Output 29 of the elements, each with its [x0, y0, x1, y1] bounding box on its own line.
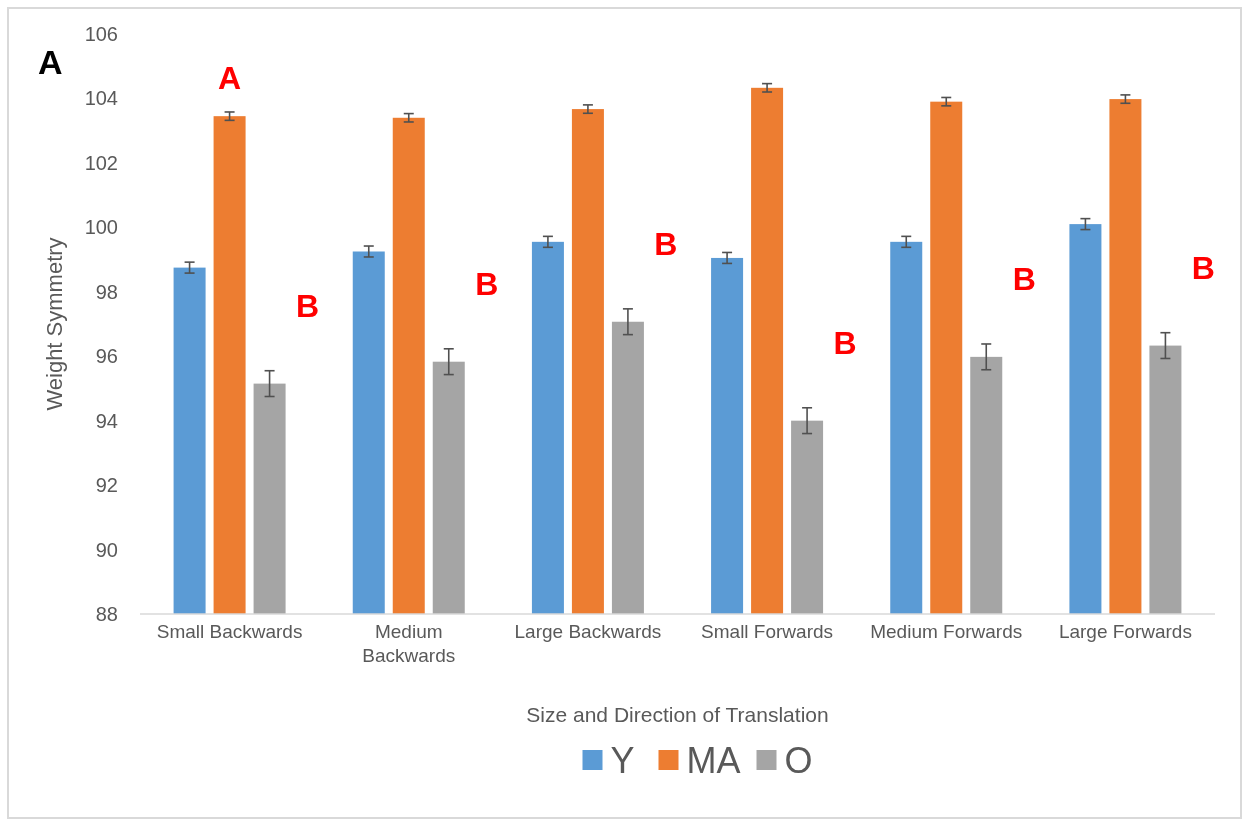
annotation: B: [1012, 260, 1036, 297]
y-tick-label: 88: [95, 603, 118, 625]
y-tick-label: 94: [95, 409, 118, 432]
y-tick-label: 90: [95, 538, 118, 561]
x-tick-label: Large Forwards: [1058, 621, 1192, 642]
annotation: A: [218, 59, 242, 96]
y-axis-title: Weight Symmetry: [42, 237, 67, 411]
y-tick-label: 102: [84, 151, 118, 174]
x-tick-label: Small Forwards: [701, 621, 834, 642]
legend-label: Y: [610, 739, 635, 781]
y-tick-label: 106: [84, 23, 118, 45]
y-tick-label: 96: [95, 345, 118, 368]
annotation: B: [833, 324, 857, 361]
annotation: B: [654, 225, 678, 262]
annotation: B: [1191, 249, 1215, 286]
y-tick-label: 98: [95, 280, 118, 303]
annotation: B: [475, 265, 499, 302]
y-tick-label: 100: [84, 216, 118, 239]
y-tick-label: 92: [95, 474, 118, 497]
x-axis-title: Size and Direction of Translation: [526, 703, 829, 726]
annotation: B: [296, 287, 320, 324]
legend-label: O: [784, 739, 813, 781]
x-tick-label: Medium Backwards: [362, 621, 456, 666]
x-tick-label: Medium Forwards: [870, 621, 1023, 642]
legend-label: MA: [686, 739, 741, 781]
x-tick-label: Small Backwards: [156, 621, 303, 642]
y-tick-label: 104: [84, 87, 118, 110]
x-tick-label: Large Backwards: [514, 621, 662, 642]
text: A: [38, 43, 63, 81]
